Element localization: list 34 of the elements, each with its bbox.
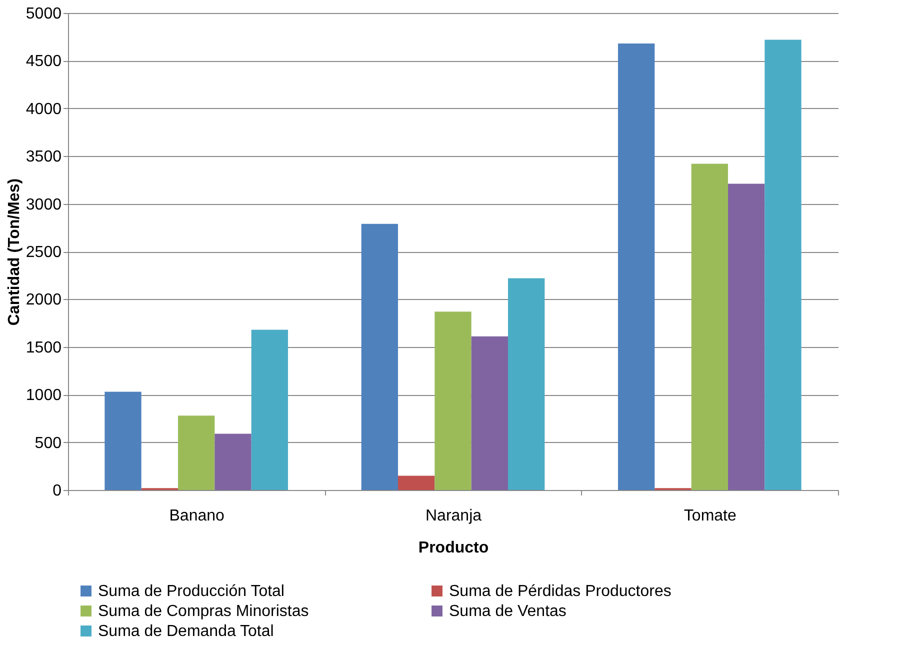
bar (398, 476, 435, 490)
y-tick-label: 4000 (26, 100, 62, 118)
y-tick-label: 4500 (26, 53, 62, 70)
bar (178, 416, 215, 490)
y-tick-label: 3500 (26, 148, 62, 166)
legend-label: Suma de Producción Total (98, 583, 284, 600)
x-tick-label: Banano (169, 508, 225, 524)
bar (434, 312, 472, 490)
legend-label: Suma de Compras Minoristas (98, 603, 309, 620)
x-axis-title: Producto (418, 540, 489, 556)
y-tick-label: 2000 (26, 292, 62, 309)
y-tick-label: 5000 (26, 6, 62, 22)
y-tick-label: 0 (52, 482, 62, 500)
bar (214, 434, 252, 490)
bar (618, 44, 655, 490)
y-tick-label: 1000 (26, 387, 62, 404)
y-tick-label: 3000 (26, 196, 62, 214)
y-tick-label: 2500 (26, 244, 62, 261)
bar (508, 278, 545, 490)
legend-label: Suma de Pérdidas Productores (449, 583, 672, 600)
x-tick-label: Tomate (684, 508, 737, 524)
bar (361, 224, 398, 490)
legend-label: Suma de Demanda Total (98, 623, 274, 640)
bar (471, 336, 508, 490)
bar (251, 330, 288, 490)
bar (104, 392, 142, 490)
bar (764, 40, 802, 490)
y-axis-title: Cantidad (Ton/Mes) (6, 178, 23, 326)
x-tick-label: Naranja (425, 508, 482, 524)
y-tick-label: 1500 (26, 339, 62, 356)
bar (691, 164, 728, 490)
legend-label: Suma de Ventas (449, 603, 566, 620)
y-tick-label: 500 (34, 434, 62, 452)
bar (728, 184, 765, 490)
